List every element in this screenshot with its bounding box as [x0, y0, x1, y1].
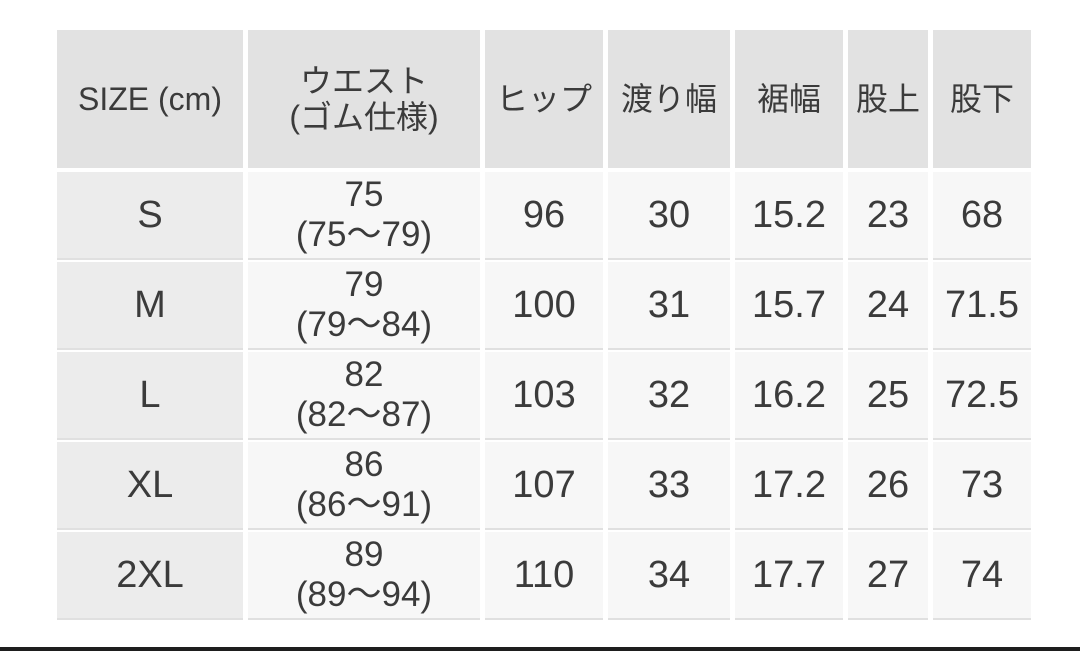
hem-cell: 15.7 — [735, 262, 843, 348]
rise-cell: 27 — [848, 532, 928, 618]
hip-cell: 103 — [485, 352, 603, 438]
rise-cell: 23 — [848, 172, 928, 258]
rise-cell: 25 — [848, 352, 928, 438]
table-row-xl: XL 86 (86〜91) 107 33 17.2 26 73 — [57, 442, 1031, 528]
row-label: S — [57, 172, 243, 258]
waist-cell: 86 (86〜91) — [248, 442, 480, 528]
thigh-cell: 34 — [608, 532, 730, 618]
hip-cell: 110 — [485, 532, 603, 618]
row-label: L — [57, 352, 243, 438]
inseam-cell: 72.5 — [933, 352, 1031, 438]
row-label: M — [57, 262, 243, 348]
bottom-divider — [0, 647, 1080, 651]
table-row-2xl: 2XL 89 (89〜94) 110 34 17.7 27 74 — [57, 532, 1031, 618]
header-row: SIZE (cm) ウエスト (ゴム仕様) ヒップ 渡り幅 裾幅 股上 股下 — [57, 30, 1031, 168]
column-header-inseam: 股下 — [933, 30, 1031, 168]
rise-cell: 26 — [848, 442, 928, 528]
inseam-cell: 71.5 — [933, 262, 1031, 348]
rise-cell: 24 — [848, 262, 928, 348]
inseam-cell: 73 — [933, 442, 1031, 528]
size-chart-container: SIZE (cm) ウエスト (ゴム仕様) ヒップ 渡り幅 裾幅 股上 股下 S… — [52, 26, 1036, 622]
hip-cell: 100 — [485, 262, 603, 348]
column-header-waist: ウエスト (ゴム仕様) — [248, 30, 480, 168]
hem-cell: 16.2 — [735, 352, 843, 438]
row-label: 2XL — [57, 532, 243, 618]
table-row-m: M 79 (79〜84) 100 31 15.7 24 71.5 — [57, 262, 1031, 348]
hip-cell: 96 — [485, 172, 603, 258]
table-row-s: S 75 (75〜79) 96 30 15.2 23 68 — [57, 172, 1031, 258]
waist-cell: 79 (79〜84) — [248, 262, 480, 348]
thigh-cell: 32 — [608, 352, 730, 438]
hem-cell: 17.2 — [735, 442, 843, 528]
column-header-hem-width: 裾幅 — [735, 30, 843, 168]
thigh-cell: 33 — [608, 442, 730, 528]
hip-cell: 107 — [485, 442, 603, 528]
column-header-hip: ヒップ — [485, 30, 603, 168]
column-header-size: SIZE (cm) — [57, 30, 243, 168]
table-row-l: L 82 (82〜87) 103 32 16.2 25 72.5 — [57, 352, 1031, 438]
hem-cell: 17.7 — [735, 532, 843, 618]
hem-cell: 15.2 — [735, 172, 843, 258]
inseam-cell: 74 — [933, 532, 1031, 618]
thigh-cell: 31 — [608, 262, 730, 348]
waist-cell: 89 (89〜94) — [248, 532, 480, 618]
column-header-rise: 股上 — [848, 30, 928, 168]
waist-cell: 82 (82〜87) — [248, 352, 480, 438]
row-label: XL — [57, 442, 243, 528]
thigh-cell: 30 — [608, 172, 730, 258]
waist-cell: 75 (75〜79) — [248, 172, 480, 258]
inseam-cell: 68 — [933, 172, 1031, 258]
size-chart-table: SIZE (cm) ウエスト (ゴム仕様) ヒップ 渡り幅 裾幅 股上 股下 S… — [52, 26, 1036, 622]
column-header-thigh-width: 渡り幅 — [608, 30, 730, 168]
